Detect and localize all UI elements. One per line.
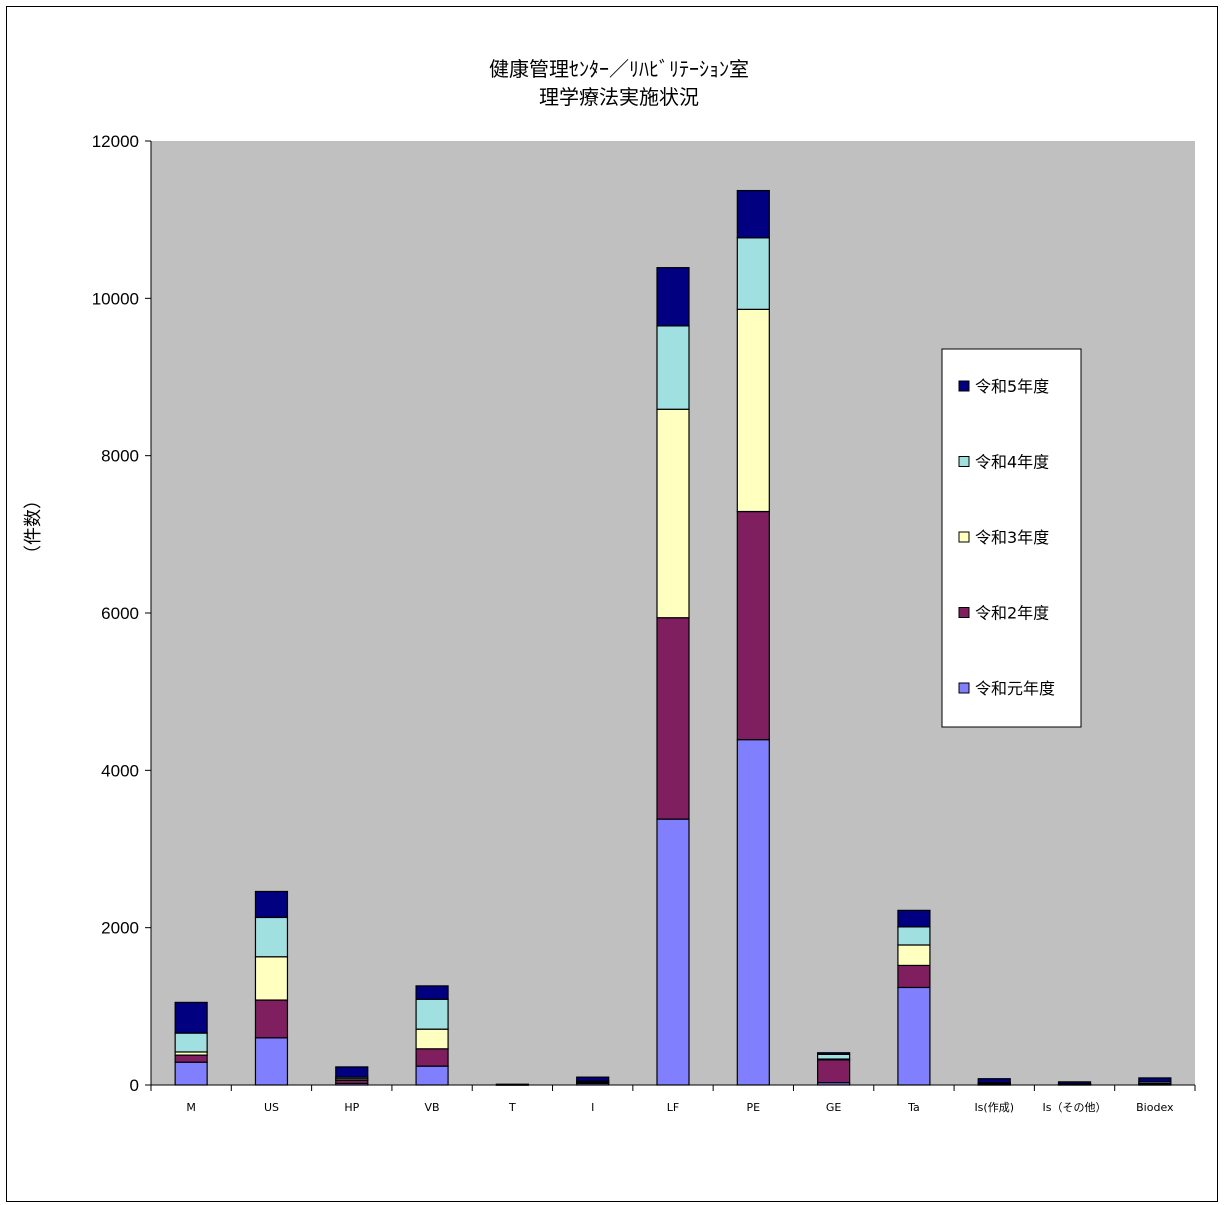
x-tick-label: M bbox=[186, 1101, 196, 1114]
bar-stack bbox=[897, 909, 931, 1086]
bar-segment bbox=[415, 998, 449, 1030]
x-tick-label: Is(作成) bbox=[974, 1101, 1014, 1114]
bar-segment bbox=[174, 1032, 208, 1053]
x-tick-label: Ta bbox=[907, 1101, 920, 1114]
bar-stack bbox=[254, 890, 289, 1086]
bar-segment bbox=[174, 1001, 208, 1034]
legend-label: 令和2年度 bbox=[975, 604, 1049, 623]
bar-stacks bbox=[174, 189, 1172, 1086]
x-tick-label: VB bbox=[425, 1101, 440, 1114]
bar-segment bbox=[897, 909, 931, 928]
chart-title: 健康管理ｾﾝﾀｰ／ﾘﾊﾋﾞﾘﾃｰｼｮﾝ室 理学療法実施状況 bbox=[489, 57, 749, 109]
chart-title-line-2: 理学療法実施状況 bbox=[539, 85, 699, 109]
x-tick-label: US bbox=[264, 1101, 279, 1114]
bar-segment bbox=[415, 985, 449, 1000]
bar-segment bbox=[736, 308, 770, 513]
x-tick-label: T bbox=[508, 1101, 516, 1114]
bar-segment bbox=[897, 944, 931, 967]
legend-swatch bbox=[958, 607, 970, 618]
bar-stack bbox=[977, 1078, 1011, 1086]
x-tick-label: PE bbox=[747, 1101, 761, 1114]
bar-segment bbox=[817, 1059, 851, 1084]
bar-segment bbox=[254, 999, 289, 1039]
bar-segment bbox=[1138, 1077, 1172, 1083]
bar-segment bbox=[254, 1037, 289, 1086]
legend-swatch bbox=[958, 531, 970, 543]
bar-segment bbox=[817, 1052, 851, 1055]
bar-segment bbox=[174, 1061, 208, 1086]
legend-swatch bbox=[958, 380, 970, 392]
bar-segment bbox=[897, 926, 931, 946]
bar-stack bbox=[656, 267, 690, 1086]
bar-segment bbox=[817, 1053, 851, 1060]
y-tick-label: 2000 bbox=[101, 919, 139, 938]
bar-segment bbox=[415, 1065, 449, 1086]
bar-segment bbox=[977, 1078, 1011, 1084]
x-tick-label: HP bbox=[344, 1101, 359, 1114]
y-tick-label: 12000 bbox=[92, 132, 139, 151]
bar-segment bbox=[335, 1066, 369, 1078]
bar-stack bbox=[1138, 1077, 1172, 1086]
bar-stack bbox=[415, 985, 449, 1086]
bar-segment bbox=[656, 617, 690, 820]
x-tick-label: Is（その他） bbox=[1043, 1101, 1107, 1114]
bar-segment bbox=[736, 237, 770, 310]
legend-label: 令和3年度 bbox=[975, 528, 1049, 547]
bar-segment bbox=[254, 916, 289, 958]
legend-label: 令和元年度 bbox=[975, 679, 1055, 698]
y-tick-label: 10000 bbox=[92, 289, 139, 308]
y-tick-label: 4000 bbox=[101, 761, 139, 780]
x-tick-label: LF bbox=[667, 1101, 679, 1114]
bar-segment bbox=[656, 325, 690, 410]
legend-swatch bbox=[958, 456, 970, 467]
x-axis-ticks: M US HP VB T I LF PE GE Ta Is(作成) Is（その他） Biodex bbox=[150, 1085, 1196, 1114]
bar-segment bbox=[254, 956, 289, 1001]
bar-segment bbox=[897, 964, 931, 989]
legend-swatch bbox=[958, 682, 970, 694]
chart-frame: 健康管理ｾﾝﾀｰ／ﾘﾊﾋﾞﾘﾃｰｼｮﾝ室 理学療法実施状況 0 2000 4000 6… bbox=[6, 6, 1218, 1202]
y-tick-label: 0 bbox=[130, 1076, 139, 1095]
x-tick-label: Biodex bbox=[1136, 1101, 1174, 1114]
y-tick-label: 8000 bbox=[101, 447, 139, 466]
bar-segment bbox=[415, 1048, 449, 1067]
bar-segment bbox=[1057, 1081, 1092, 1085]
chart-title-line-1: 健康管理ｾﾝﾀｰ／ﾘﾊﾋﾞﾘﾃｰｼｮﾝ室 bbox=[489, 57, 749, 81]
legend-label: 令和4年度 bbox=[975, 453, 1049, 472]
bar-segment bbox=[736, 739, 770, 1086]
bar-segment bbox=[415, 1028, 449, 1050]
bar-segment bbox=[576, 1076, 610, 1082]
y-axis-label: （件数） bbox=[23, 491, 44, 563]
bar-segment bbox=[897, 986, 931, 1086]
bar-segment bbox=[736, 510, 770, 741]
bar-segment bbox=[736, 189, 770, 239]
bar-segment bbox=[656, 267, 690, 327]
bar-segment bbox=[254, 890, 289, 919]
y-axis-ticks: 0 2000 4000 6000 8000 10000 12000 bbox=[92, 132, 151, 1095]
bar-segment bbox=[656, 408, 690, 619]
x-tick-label: GE bbox=[826, 1101, 842, 1114]
bar-segment bbox=[656, 818, 690, 1086]
chart-canvas: 健康管理ｾﾝﾀｰ／ﾘﾊﾋﾞﾘﾃｰｼｮﾝ室 理学療法実施状況 0 2000 4000 6… bbox=[23, 57, 1196, 1114]
bar-stack bbox=[736, 189, 770, 1086]
bar-stack bbox=[335, 1066, 369, 1086]
bar-stack bbox=[576, 1076, 610, 1086]
x-tick-label: I bbox=[591, 1101, 594, 1114]
y-tick-label: 6000 bbox=[101, 604, 139, 623]
bar-segment bbox=[174, 1054, 208, 1063]
bar-stack bbox=[174, 1001, 208, 1086]
legend-label: 令和5年度 bbox=[975, 377, 1049, 396]
bar-stack bbox=[817, 1052, 851, 1086]
